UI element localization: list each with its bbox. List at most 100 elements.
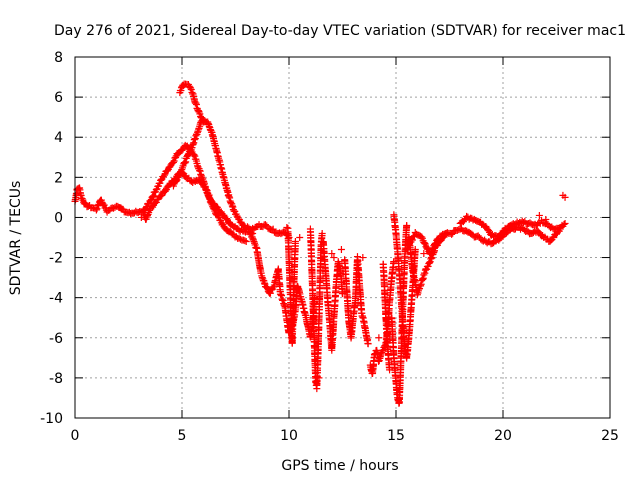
data-point bbox=[427, 249, 435, 257]
plot-frame bbox=[74, 56, 611, 419]
data-point bbox=[561, 219, 569, 227]
data-point bbox=[187, 85, 195, 93]
data-point bbox=[93, 205, 101, 213]
data-point bbox=[177, 169, 185, 177]
data-point bbox=[440, 230, 448, 238]
data-point bbox=[174, 173, 182, 181]
x-tick-label: 15 bbox=[387, 428, 405, 444]
data-point bbox=[420, 239, 428, 247]
y-tick-label: 0 bbox=[54, 210, 63, 226]
data-point bbox=[428, 247, 436, 255]
data-point bbox=[379, 347, 387, 355]
data-point bbox=[81, 199, 89, 207]
data-point bbox=[315, 374, 323, 382]
x-tick-label: 25 bbox=[601, 428, 619, 444]
data-point bbox=[434, 236, 442, 244]
x-tick-label: 10 bbox=[280, 428, 298, 444]
data-point bbox=[330, 254, 338, 262]
data-point bbox=[161, 187, 169, 195]
data-point bbox=[209, 204, 217, 212]
data-point bbox=[448, 230, 456, 238]
y-tick-label: -4 bbox=[49, 291, 63, 307]
data-point bbox=[431, 241, 439, 249]
data-point bbox=[561, 193, 569, 201]
data-point bbox=[241, 237, 249, 245]
x-tick-label: 20 bbox=[494, 428, 512, 444]
data-point bbox=[283, 223, 291, 231]
data-point bbox=[424, 244, 432, 252]
x-axis-ticks: 0 5 10 15 20 25 bbox=[71, 57, 619, 444]
data-point bbox=[291, 238, 299, 246]
data-point bbox=[266, 289, 274, 297]
data-point bbox=[199, 116, 207, 124]
data-point bbox=[190, 151, 198, 159]
data-point bbox=[214, 213, 222, 221]
y-tick-label: 4 bbox=[54, 130, 63, 146]
x-axis-label: GPS time / hours bbox=[281, 458, 398, 474]
data-point bbox=[337, 246, 345, 254]
data-point bbox=[78, 195, 86, 203]
y-tick-label: -8 bbox=[49, 371, 63, 387]
data-point bbox=[418, 233, 426, 241]
data-point bbox=[263, 283, 271, 291]
data-point bbox=[181, 159, 189, 167]
data-point bbox=[233, 212, 241, 220]
data-point bbox=[149, 192, 157, 200]
data-point bbox=[160, 171, 168, 179]
data-point bbox=[223, 215, 231, 223]
data-point bbox=[403, 245, 411, 253]
data-point bbox=[420, 250, 428, 258]
data-point bbox=[147, 197, 155, 205]
data-point bbox=[178, 166, 186, 174]
data-point bbox=[178, 146, 186, 154]
data-point bbox=[318, 229, 326, 237]
data-point bbox=[359, 254, 367, 262]
data-point bbox=[408, 236, 416, 244]
y-tick-label: -10 bbox=[40, 411, 63, 427]
data-point bbox=[523, 226, 531, 234]
data-point bbox=[166, 163, 174, 171]
data-point bbox=[188, 88, 196, 96]
data-point bbox=[557, 223, 565, 231]
y-axis-label: SDTVAR / TECUs bbox=[8, 181, 24, 296]
data-point bbox=[403, 221, 411, 229]
y-tick-label: 2 bbox=[54, 170, 63, 186]
data-point bbox=[164, 167, 172, 175]
data-point bbox=[160, 173, 168, 181]
data-point bbox=[421, 239, 429, 247]
y-tick-label: -6 bbox=[49, 331, 63, 347]
data-point bbox=[364, 340, 372, 348]
data-point bbox=[460, 216, 468, 224]
data-point bbox=[172, 177, 180, 185]
y-tick-label: 8 bbox=[54, 50, 63, 66]
data-point bbox=[92, 206, 100, 214]
data-point bbox=[199, 117, 207, 125]
data-point bbox=[169, 158, 177, 166]
data-point bbox=[149, 192, 157, 200]
x-tick-label: 0 bbox=[71, 428, 80, 444]
data-point bbox=[148, 193, 156, 201]
data-point bbox=[187, 84, 195, 92]
chart-title: Day 276 of 2021, Sidereal Day-to-day VTE… bbox=[54, 23, 626, 39]
data-point bbox=[142, 204, 150, 212]
data-point bbox=[426, 259, 434, 267]
data-point bbox=[287, 334, 295, 342]
data-point bbox=[560, 220, 568, 228]
data-point bbox=[375, 334, 383, 342]
data-point bbox=[261, 221, 269, 229]
data-point bbox=[328, 250, 336, 258]
data-point bbox=[182, 158, 190, 166]
data-point bbox=[152, 186, 160, 194]
data-points bbox=[71, 80, 569, 407]
data-point bbox=[296, 234, 304, 241]
y-tick-label: 6 bbox=[54, 90, 63, 106]
data-point bbox=[143, 211, 151, 219]
data-point bbox=[137, 213, 145, 221]
data-point bbox=[542, 215, 550, 223]
x-tick-label: 5 bbox=[178, 428, 187, 444]
y-tick-label: -2 bbox=[49, 251, 63, 267]
data-point bbox=[170, 157, 178, 165]
data-point bbox=[269, 225, 277, 233]
